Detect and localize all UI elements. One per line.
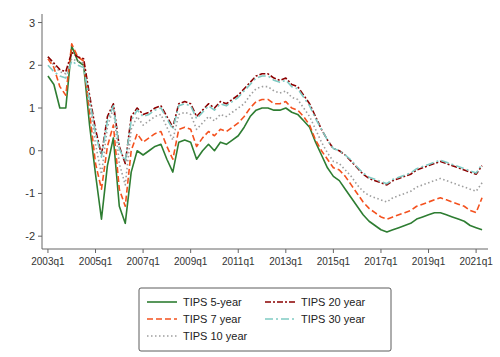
- x-tick-label: 2003q1: [31, 256, 65, 267]
- chart: -2 -1 0 1 2 3 2003q1 2005q1 2007q1 2009q1 2011q1 20…: [0, 0, 500, 357]
- x-tick: [143, 249, 144, 253]
- y-tick: [38, 193, 42, 194]
- x-tick-label: 2017q1: [364, 256, 398, 267]
- y-tick-label: 2: [29, 59, 35, 71]
- series-line: [48, 52, 482, 184]
- y-tick-label: -1: [25, 187, 35, 199]
- x-tick-label: 2007q1: [126, 256, 160, 267]
- x-tick: [333, 249, 334, 253]
- axes: -2 -1 0 1 2 3 2003q1 2005q1 2007q1 2009q1 2011q1 20…: [25, 14, 493, 267]
- x-tick: [47, 249, 48, 253]
- series-line: [48, 46, 482, 232]
- legend-label: TIPS 30 year: [301, 313, 366, 325]
- legend-swatch: [147, 318, 177, 320]
- legend-frame: [139, 288, 391, 351]
- series-line: [48, 61, 482, 184]
- legend-label: TIPS 5-year: [183, 296, 242, 308]
- legend-swatch: [147, 335, 177, 337]
- y-tick-label: 0: [29, 145, 35, 157]
- x-tick-label: 2013q1: [269, 256, 303, 267]
- y-tick: [38, 22, 42, 23]
- lines: [48, 44, 482, 232]
- x-tick: [190, 249, 191, 253]
- y-tick: [38, 236, 42, 237]
- x-tick-label: 2019q1: [412, 256, 446, 267]
- x-tick: [428, 249, 429, 253]
- legend-label: TIPS 7 year: [183, 313, 241, 325]
- x-tick-label: 2005q1: [79, 256, 113, 267]
- series-line: [48, 44, 482, 219]
- x-tick: [476, 249, 477, 253]
- legend: TIPS 5-year TIPS 7 year TIPS 10 year TIPS 2…: [139, 288, 391, 351]
- x-tick-label: 2009q1: [174, 256, 208, 267]
- x-axis-line: [42, 249, 488, 250]
- y-tick-label: 1: [29, 102, 35, 114]
- x-tick: [95, 249, 96, 253]
- x-tick-label: 2011q1: [222, 256, 255, 267]
- x-tick-label: 2021q1: [459, 256, 493, 267]
- x-tick: [380, 249, 381, 253]
- y-tick-label: -2: [25, 230, 35, 242]
- x-tick-label: 2015q1: [317, 256, 351, 267]
- legend-swatch: [265, 301, 295, 303]
- y-tick: [38, 65, 42, 66]
- y-tick-label: 3: [29, 17, 35, 29]
- x-tick: [285, 249, 286, 253]
- legend-label: TIPS 10 year: [183, 330, 248, 342]
- legend-swatch: [265, 318, 295, 320]
- legend-label: TIPS 20 year: [301, 296, 366, 308]
- x-tick: [238, 249, 239, 253]
- legend-swatch: [147, 301, 177, 303]
- y-tick: [38, 108, 42, 109]
- y-tick: [38, 150, 42, 151]
- series-line: [48, 57, 482, 202]
- y-axis-line: [42, 14, 43, 249]
